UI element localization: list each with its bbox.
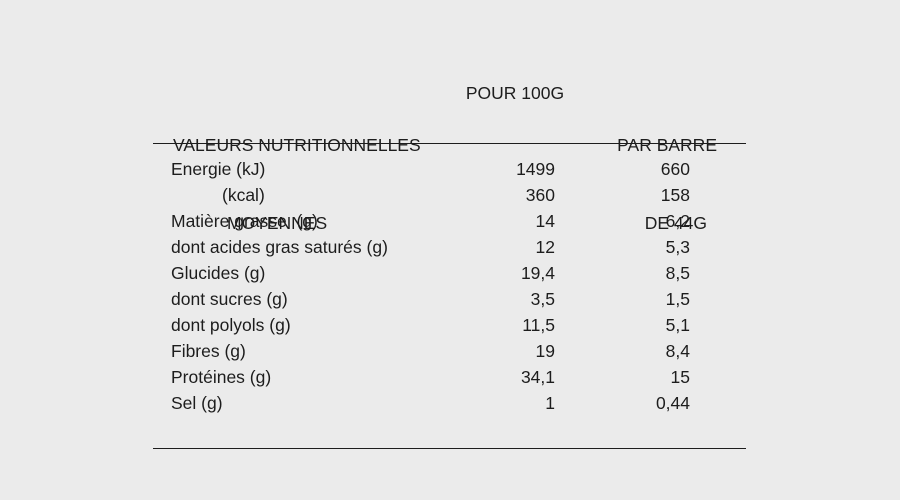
value-per-bar: 8,5 <box>665 263 690 283</box>
row-label: Energie (kJ) <box>171 159 266 179</box>
row-label: dont acides gras saturés (g) <box>171 237 388 257</box>
value-per-bar: 1,5 <box>665 289 690 309</box>
row-label: Fibres (g) <box>171 341 246 361</box>
value-per-bar: 6,2 <box>665 211 690 231</box>
table-body: Energie (kJ) 1499 660 (kcal) 360 158 Mat… <box>153 143 746 449</box>
table-header: VALEURS NUTRITIONNELLES MOYENNES POUR 10… <box>153 80 746 233</box>
value-per-bar: 660 <box>660 159 690 179</box>
value-per-bar: 158 <box>660 185 690 205</box>
header-per-100g: POUR 100G <box>465 83 565 103</box>
table-row: dont polyols (g) 11,5 5,1 <box>153 312 746 338</box>
row-label: dont polyols (g) <box>171 315 291 335</box>
value-per-100g: 19 <box>535 341 555 361</box>
row-label: Protéines (g) <box>171 367 272 387</box>
value-per-bar: 8,4 <box>665 341 690 361</box>
table-row: (kcal) 360 158 <box>153 182 746 208</box>
value-per-100g: 34,1 <box>520 367 555 387</box>
header-average-values: VALEURS NUTRITIONNELLES MOYENNES <box>173 80 421 288</box>
value-per-bar: 5,1 <box>665 315 690 335</box>
value-per-100g: 11,5 <box>522 315 555 335</box>
table-row: dont sucres (g) 3,5 1,5 <box>153 286 746 312</box>
row-label: Glucides (g) <box>171 263 266 283</box>
table-row: dont acides gras saturés (g) 12 5,3 <box>153 234 746 260</box>
row-label: Sel (g) <box>171 393 223 413</box>
row-label: Matière grasse (g) <box>171 211 318 231</box>
value-per-100g: 19,4 <box>520 263 555 283</box>
value-per-bar: 0,44 <box>655 393 690 413</box>
row-label: dont sucres (g) <box>171 289 288 309</box>
table-row: Protéines (g) 34,1 15 <box>153 364 746 390</box>
value-per-100g: 3,5 <box>530 289 555 309</box>
header-average-values-line2: MOYENNES <box>227 213 328 233</box>
table-row: Matière grasse (g) 14 6,2 <box>153 208 746 234</box>
table-row: Fibres (g) 19 8,4 <box>153 338 746 364</box>
value-per-100g: 360 <box>525 185 555 205</box>
value-per-100g: 14 <box>535 211 555 231</box>
header-average-values-line1: VALEURS NUTRITIONNELLES <box>173 135 421 155</box>
value-per-100g: 12 <box>535 237 555 257</box>
row-label: (kcal) <box>222 185 265 205</box>
value-per-bar: 15 <box>670 367 690 387</box>
header-per-bar: PAR BARRE DE 44G <box>617 80 717 288</box>
table-row: Sel (g) 1 0,44 <box>153 390 746 416</box>
value-per-bar: 5,3 <box>665 237 690 257</box>
header-per-bar-line1: PAR BARRE <box>617 135 717 155</box>
nutrition-table: VALEURS NUTRITIONNELLES MOYENNES POUR 10… <box>153 80 746 449</box>
value-per-100g: 1499 <box>516 159 555 179</box>
table-row: Energie (kJ) 1499 660 <box>153 156 746 182</box>
value-per-100g: 1 <box>545 393 555 413</box>
table-row: Glucides (g) 19,4 8,5 <box>153 260 746 286</box>
header-per-bar-line2: DE 44G <box>644 213 707 233</box>
